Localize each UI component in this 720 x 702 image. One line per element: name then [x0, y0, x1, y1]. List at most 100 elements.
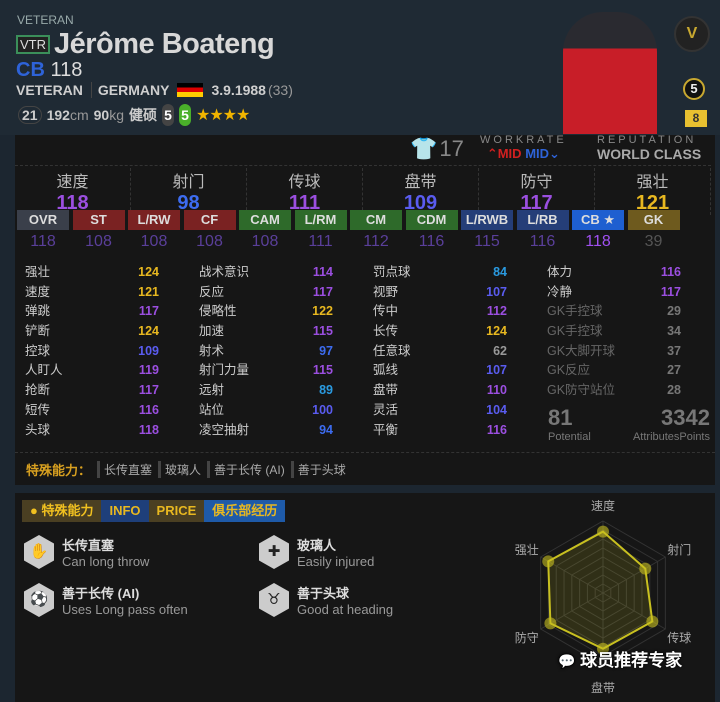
detail-panel: [15, 493, 715, 702]
attribute-value: 110: [486, 383, 507, 398]
attribute-row: 射门力量 115: [199, 361, 333, 381]
trait-list: ✋ 长传直塞 Can long throw ✚ 玻璃人 Easily injured ⚽ 善于…: [24, 535, 504, 617]
attribute-label: 侵略性: [199, 304, 237, 319]
attribute-row: 弹跳 117: [25, 302, 159, 322]
attribute-value: 117: [312, 284, 333, 299]
attribute-label: GK手控球: [547, 324, 603, 339]
attribute-row: 远射 89: [199, 381, 333, 401]
attribute-row: 凌空抽射 94: [199, 421, 333, 441]
potential-value: 81: [548, 405, 573, 430]
attribute-label: 体力: [547, 265, 573, 279]
tab-3[interactable]: 俱乐部经历: [204, 500, 286, 522]
attribute-row: 平衡 116: [373, 421, 507, 441]
attribute-row: 抢断 117: [25, 381, 159, 401]
active-dot-icon: ●: [30, 503, 42, 518]
weak-foot-number: 21: [18, 106, 42, 124]
tab-2[interactable]: PRICE: [148, 500, 205, 522]
overall-rating: 118: [50, 59, 83, 81]
position-5[interactable]: L/RM 111: [294, 210, 347, 251]
attribute-label: 盘带: [373, 383, 399, 398]
attribute-column: 罚点球 84 视野 107 传中 112 长传 124 任意球 62 弧线 107 盘带 110 灵活 104…: [373, 263, 507, 440]
position-7[interactable]: CDM 116: [405, 210, 458, 251]
attribute-row: 弧线 107: [373, 361, 507, 381]
attribute-label: GK防守站位: [547, 383, 616, 398]
position-4[interactable]: CAM 108: [239, 210, 291, 251]
radar-axis: [602, 556, 666, 594]
position-label: L/RM: [294, 210, 347, 230]
attribute-row: 盘带 110: [373, 381, 507, 401]
position-0[interactable]: OVR 118: [17, 210, 69, 251]
body-type: 健硕: [128, 107, 157, 123]
position-label: OVR: [17, 210, 69, 230]
attribute-label: 人盯人: [25, 363, 63, 378]
attribute-value: 124: [486, 324, 507, 339]
attribute-label: 头球: [25, 422, 51, 437]
wechat-icon: 💬: [558, 653, 576, 669]
attribute-column: 强壮 124 速度 121 弹跳 117 铲断 124 控球 109 人盯人 119 抢断 117 短传 11…: [25, 263, 159, 440]
stats-panel: [15, 135, 715, 485]
attribute-label: 射门力量: [199, 363, 250, 378]
position-label: L/RW: [128, 210, 180, 230]
attribute-value: 124: [138, 324, 159, 339]
radar-point: [597, 642, 609, 655]
attribute-value: 27: [667, 363, 681, 378]
attribute-label: GK手控球: [547, 304, 603, 319]
attribute-label: 远射: [199, 383, 225, 398]
season-name: VETERAN: [16, 82, 83, 98]
trait-tag: 善于头球: [290, 461, 346, 478]
workrate-label: WORKRATE: [480, 134, 567, 146]
attribute-row: GK大脚开球 37: [547, 342, 681, 362]
age: (33): [267, 82, 293, 98]
attribute-row: 传中 112: [373, 302, 507, 322]
attribute-label: 强壮: [25, 265, 51, 279]
attribute-row: 站位 100: [199, 401, 333, 421]
tab-0[interactable]: ● 特殊能力: [22, 500, 102, 522]
trait-name: 善于长传 (AI): [62, 586, 140, 601]
attribute-points-value: 3342: [661, 405, 710, 430]
attribute-label: 射术: [199, 343, 225, 358]
attribute-value: 114: [312, 265, 333, 279]
germany-flag-icon: [177, 83, 204, 97]
attribute-label: 平衡: [373, 422, 399, 437]
attribute-label: 长传: [373, 324, 399, 339]
attribute-label: 站位: [199, 402, 225, 417]
attribute-value: 121: [138, 284, 159, 299]
position-3[interactable]: CF 108: [183, 210, 236, 251]
position-label: GK: [627, 210, 680, 230]
attribute-label: 短传: [25, 402, 51, 417]
position-8[interactable]: L/RWB 115: [461, 210, 513, 251]
attribute-row: GK手控球 29: [547, 302, 681, 322]
position-9[interactable]: L/RB 116: [516, 210, 569, 251]
attribute-value: 94: [319, 422, 333, 437]
attribute-value: 116: [138, 402, 159, 417]
position-value: 116: [529, 233, 556, 250]
birthdate: 3.9.1988: [211, 82, 266, 98]
tab-1[interactable]: INFO: [101, 500, 149, 522]
trait-tag: 长传直塞: [97, 461, 152, 478]
attribute-row: 侵略性 122: [199, 302, 333, 322]
attribute-label: 抢断: [25, 383, 51, 398]
skill-right: 5: [178, 104, 191, 126]
detail-tabs: ● 特殊能力 INFO PRICE 俱乐部经历: [22, 500, 286, 522]
position-10[interactable]: CB ★ 118: [572, 210, 624, 251]
trait-desc: Easily injured: [297, 554, 375, 569]
trait-item: ✚ 玻璃人 Easily injured: [259, 535, 494, 569]
attribute-value: 37: [667, 343, 681, 358]
category-ratings: 速度 118 射门 98 传球 111 盘带 109 防守 117 强壮 121: [15, 165, 711, 215]
position-6[interactable]: CM 112: [350, 210, 402, 251]
traits-bar: 特殊能力： 长传直塞 玻璃人 善于长传 (AI) 善于头球: [26, 460, 346, 479]
position-1[interactable]: ST 108: [72, 210, 125, 251]
radar-point: [542, 555, 555, 568]
tier-label: VETERAN: [17, 13, 74, 27]
attribute-label: 铲断: [25, 324, 51, 339]
attribute-row: 体力 116: [547, 263, 681, 283]
weight-unit: kg: [109, 107, 124, 123]
ambulance-icon: ✚: [259, 535, 289, 569]
position-value: 108: [140, 233, 168, 250]
position-2[interactable]: L/RW 108: [128, 210, 180, 251]
attribute-table: 强壮 124 速度 121 弹跳 117 铲断 124 控球 109 人盯人 119 抢断 117 短传 11…: [25, 263, 681, 440]
position-11[interactable]: GK 39: [627, 210, 680, 251]
nation: GERMANY: [90, 82, 169, 98]
attribute-row: 罚点球 84: [373, 263, 507, 283]
